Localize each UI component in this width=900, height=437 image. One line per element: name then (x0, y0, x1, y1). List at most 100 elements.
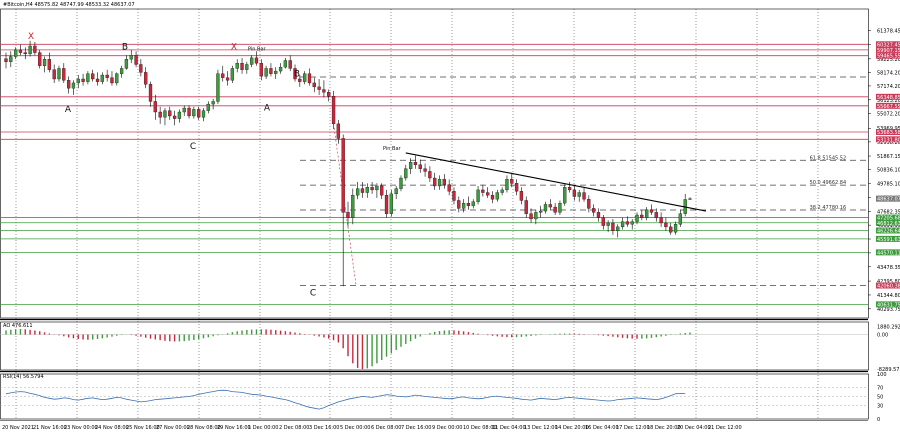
candle-body (216, 73, 220, 102)
candle-body (567, 187, 572, 191)
candle-body (654, 212, 658, 218)
candle-body (384, 195, 389, 214)
price-tick-label: 55072.20 (877, 112, 900, 118)
candle-body (442, 179, 446, 185)
time-label: 3 Dec 16:00 (309, 425, 339, 431)
candle-body (616, 226, 620, 231)
time-label: 20 Dec 04:00 (677, 425, 711, 431)
candle-body (476, 189, 480, 202)
candle-body (669, 226, 673, 233)
candle-body (42, 59, 47, 66)
price-tick-label: 56123.20 (877, 98, 900, 104)
candle-body (158, 111, 162, 118)
candle-body (606, 222, 610, 226)
candle-body (408, 162, 413, 169)
candle-body (163, 110, 167, 118)
price-tick-label: 40293.75 (877, 307, 900, 313)
rsi-tick-label: 100 (877, 372, 887, 378)
awesome-oscillator-pane: 1880.292 0.00 -8289.573 (0, 325, 900, 373)
candle-body (370, 187, 374, 191)
candle-body (254, 57, 259, 64)
price-tick-label: 46631.35 (877, 223, 900, 229)
ao-pane-frame (0, 321, 869, 371)
candle-body (148, 84, 153, 102)
candle-body (490, 195, 495, 200)
candle-body (596, 212, 601, 218)
price-tick-label: 47682.35 (877, 209, 900, 215)
pattern-point-label: B (294, 70, 300, 80)
fib-label: 38.2 47780.16 (810, 205, 847, 211)
time-label: 21 Nov 16:00 (33, 425, 67, 431)
candle-body (28, 45, 32, 55)
candle-body (529, 213, 533, 220)
candle-body (177, 111, 182, 119)
candle-body (423, 168, 427, 172)
candle-body (18, 49, 23, 53)
candle-body (375, 185, 379, 191)
candle-body (71, 82, 76, 89)
candle-body (534, 212, 538, 220)
rsi-tick-label: 50 (877, 395, 883, 401)
candle-body (86, 73, 90, 82)
price-badge (876, 282, 900, 289)
time-label: 9 Dec 00:00 (432, 425, 462, 431)
price-tick-label: 42395.80 (877, 279, 900, 285)
candle-body (630, 221, 634, 225)
price-badge-label: 46226.64 (877, 228, 900, 234)
candle-body (81, 78, 85, 82)
candle-body (404, 168, 408, 179)
candle-body (66, 80, 71, 89)
candle-body (649, 209, 654, 213)
price-tick-label: 57174.20 (877, 84, 900, 90)
time-label: 6 Dec 08:00 (371, 425, 401, 431)
price-badge-label: 42060.38 (877, 284, 900, 290)
candle-body (9, 56, 13, 62)
candle-body (288, 60, 292, 69)
price-tick-label: 49785.10 (877, 182, 900, 188)
price-badge (876, 41, 900, 48)
pattern-point-label: X (28, 32, 34, 42)
pattern-point-label: X (231, 43, 237, 53)
rsi-line (5, 389, 686, 410)
candle-body (539, 210, 543, 213)
candle-body (592, 208, 596, 213)
time-label: 23 Nov 00:00 (64, 425, 98, 431)
price-badge-label: 53683.58 (877, 130, 900, 136)
time-label: 18 Dec 20:00 (647, 425, 681, 431)
price-badge (876, 249, 900, 256)
candle-body (447, 184, 451, 192)
trendline (405, 152, 707, 212)
price-tick-label: 43478.35 (877, 265, 900, 271)
candle-body (187, 107, 191, 117)
time-label: 10 Dec 08:00 (463, 425, 497, 431)
candle-body (91, 73, 95, 80)
candle-body (673, 224, 678, 233)
price-badge-label: 40631.75 (877, 302, 900, 308)
projection-line (333, 123, 357, 286)
candle-body (519, 191, 524, 201)
grid-layer (0, 8, 869, 420)
candle-body (351, 195, 355, 218)
time-label: 25 Nov 16:00 (126, 425, 160, 431)
price-badge-label: 56348.85 (877, 95, 900, 101)
price-badge (876, 214, 900, 221)
candle-body (611, 222, 615, 231)
candle-body (307, 73, 312, 84)
candle-body (269, 68, 273, 74)
candle-body (331, 96, 336, 125)
candle-body (514, 183, 519, 192)
candle-body (211, 101, 215, 105)
price-badge (876, 301, 900, 308)
candle-body (428, 171, 432, 179)
time-label: 5 Dec 00:00 (340, 425, 370, 431)
time-label: 14 Dec 20:00 (555, 425, 589, 431)
candle-body (100, 74, 104, 82)
candle-body (664, 222, 668, 228)
price-badge-label: 60327.45 (877, 42, 900, 48)
candle-body (389, 193, 393, 214)
candle-body (505, 179, 509, 191)
price-badge (876, 227, 900, 234)
price-badge (876, 219, 900, 226)
